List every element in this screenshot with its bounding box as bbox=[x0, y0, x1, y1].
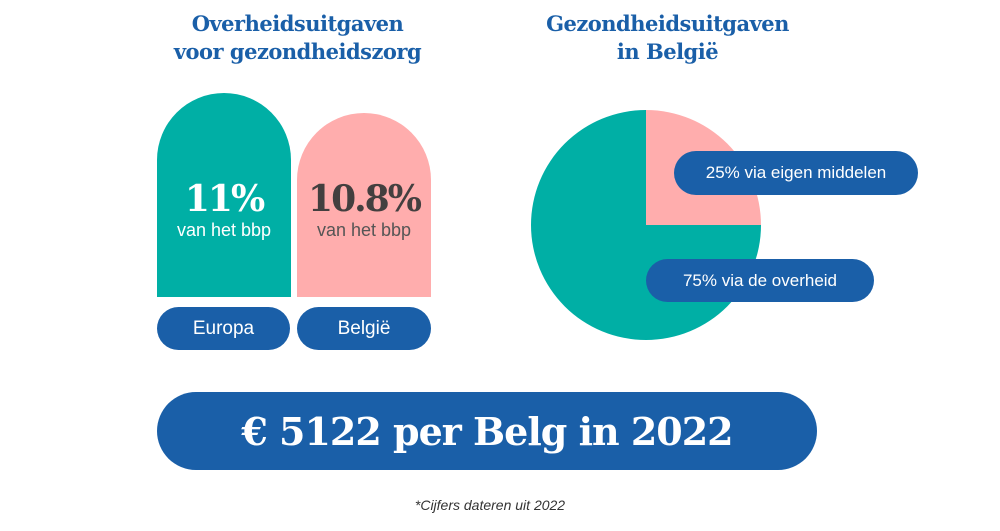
category-label-belgie: België bbox=[297, 307, 431, 350]
footnote: *Cijfers dateren uit 2022 bbox=[414, 497, 566, 513]
summary-banner: € 5122 per Belg in 2022 bbox=[157, 392, 817, 470]
bar-value-label: 11% bbox=[184, 178, 265, 220]
bar-belgie: 10.8% van het bbp bbox=[297, 113, 431, 297]
bar-unit-label: van het bbp bbox=[316, 220, 412, 240]
right-title-line: in België bbox=[616, 39, 719, 64]
bar-unit-label: van het bbp bbox=[176, 220, 272, 240]
pie-label-eigen-middelen: 25% via eigen middelen bbox=[674, 151, 918, 195]
bar-value-label: 10.8% bbox=[308, 178, 422, 220]
bar-europa: 11% van het bbp bbox=[157, 93, 291, 297]
pie-label-overheid: 75% via de overheid bbox=[646, 259, 874, 302]
right-title-line: Gezondheidsuitgaven bbox=[546, 11, 789, 36]
category-label-europa: Europa bbox=[157, 307, 290, 350]
left-title-line: voor gezondheidszorg bbox=[173, 39, 422, 64]
left-title: Overheidsuitgaven voor gezondheidszorg bbox=[130, 10, 465, 66]
left-title-line: Overheidsuitgaven bbox=[191, 11, 404, 36]
right-title: Gezondheidsuitgaven in België bbox=[500, 10, 835, 66]
